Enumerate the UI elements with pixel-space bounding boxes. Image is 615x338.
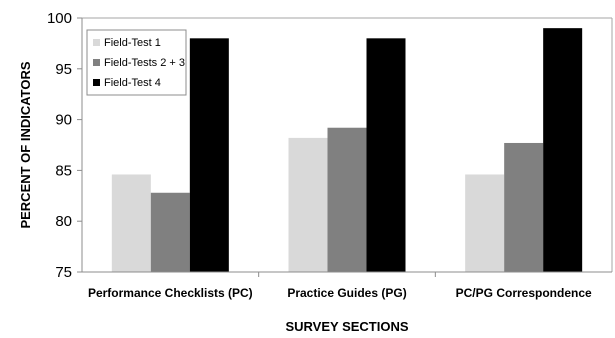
x-axis-title: SURVEY SECTIONS [285,319,408,334]
x-category-label: Practice Guides (PG) [287,286,406,300]
y-axis-title: PERCENT OF INDICATORS [18,61,33,228]
y-tick-label: 95 [55,61,72,78]
bar [288,137,328,272]
legend: Field-Test 1 Field-Tests 2 + 3 Field-Test … [86,29,187,96]
y-tick-label: 75 [55,264,72,281]
bar [150,192,190,272]
legend-box [86,29,187,96]
x-category-label: Performance Checklists (PC) [88,286,253,300]
bar [366,38,406,272]
y-tick-label: 100 [47,10,72,27]
legend-label: Field-Test 1 [104,37,161,49]
legend-label: Field-Tests 2 + 3 [104,57,185,69]
y-tick-label: 90 [55,112,72,129]
bars [111,28,583,272]
bar [465,174,505,272]
legend-swatch [93,79,100,86]
legend-swatch [93,39,100,46]
x-axis-categories: Performance Checklists (PC) Practice Guid… [88,272,592,300]
y-axis-ticks: 75 80 85 90 95 100 [47,10,82,281]
y-tick-label: 85 [55,162,72,179]
legend-swatch [93,59,100,66]
bar [543,28,583,272]
y-tick-label: 80 [55,213,72,230]
legend-label: Field-Test 4 [104,77,161,89]
bar [327,127,367,272]
bar [504,142,544,272]
x-category-label: PC/PG Correspondence [456,286,592,300]
bar [189,38,229,272]
bar [111,174,151,272]
